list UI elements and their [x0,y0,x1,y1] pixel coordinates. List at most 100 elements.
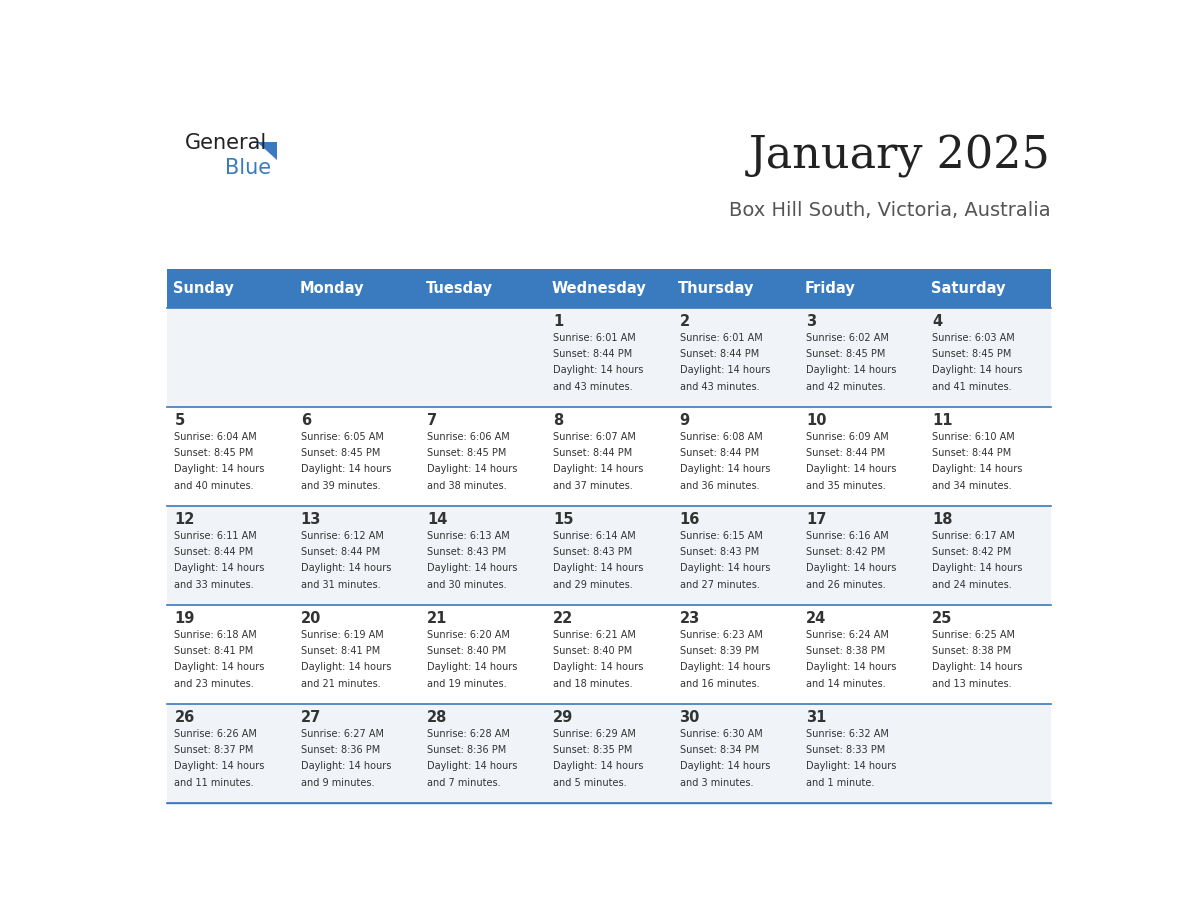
Text: Wednesday: Wednesday [552,281,646,297]
Text: Sunrise: 6:03 AM: Sunrise: 6:03 AM [933,333,1015,342]
Text: Sunset: 8:44 PM: Sunset: 8:44 PM [301,547,380,557]
Bar [545,605,672,704]
Text: Daylight: 14 hours: Daylight: 14 hours [680,465,770,475]
Bar [419,704,545,803]
Text: Sunset: 8:44 PM: Sunset: 8:44 PM [554,448,632,458]
Text: Daylight: 14 hours: Daylight: 14 hours [933,365,1023,375]
Bar [924,269,1051,308]
Text: January 2025: January 2025 [750,135,1051,178]
Text: and 24 minutes.: and 24 minutes. [933,580,1012,589]
Text: 16: 16 [680,512,700,527]
Text: Sunrise: 6:29 AM: Sunrise: 6:29 AM [554,729,636,739]
Bar [672,704,798,803]
Text: Sunrise: 6:12 AM: Sunrise: 6:12 AM [301,531,384,541]
Bar [672,605,798,704]
Bar [672,269,798,308]
Bar [419,605,545,704]
Text: Daylight: 14 hours: Daylight: 14 hours [301,761,391,771]
Text: Sunset: 8:44 PM: Sunset: 8:44 PM [175,547,254,557]
Bar [166,704,293,803]
Text: Daylight: 14 hours: Daylight: 14 hours [301,564,391,574]
Text: Sunset: 8:40 PM: Sunset: 8:40 PM [554,646,632,656]
Text: Sunrise: 6:05 AM: Sunrise: 6:05 AM [301,431,384,442]
Bar [798,269,924,308]
Bar [293,269,419,308]
Text: Friday: Friday [804,281,855,297]
Text: Sunset: 8:44 PM: Sunset: 8:44 PM [554,349,632,359]
Text: 6: 6 [301,413,311,428]
Text: Sunrise: 6:14 AM: Sunrise: 6:14 AM [554,531,636,541]
Bar [924,407,1051,506]
Bar [924,704,1051,803]
Text: 13: 13 [301,512,321,527]
Bar [672,407,798,506]
Text: Sunset: 8:44 PM: Sunset: 8:44 PM [933,448,1011,458]
Text: 5: 5 [175,413,185,428]
Text: and 43 minutes.: and 43 minutes. [680,382,759,392]
Bar [166,605,293,704]
Bar [545,269,672,308]
Bar [924,308,1051,407]
Text: and 5 minutes.: and 5 minutes. [554,778,627,788]
Bar [545,506,672,605]
Text: and 27 minutes.: and 27 minutes. [680,580,759,589]
Text: Box Hill South, Victoria, Australia: Box Hill South, Victoria, Australia [729,201,1051,219]
Text: and 42 minutes.: and 42 minutes. [805,382,885,392]
Text: Sunset: 8:44 PM: Sunset: 8:44 PM [680,349,759,359]
Text: and 40 minutes.: and 40 minutes. [175,481,254,491]
Text: and 1 minute.: and 1 minute. [805,778,874,788]
Text: Sunrise: 6:04 AM: Sunrise: 6:04 AM [175,431,258,442]
Text: Daylight: 14 hours: Daylight: 14 hours [805,465,896,475]
Text: and 36 minutes.: and 36 minutes. [680,481,759,491]
Text: Sunrise: 6:02 AM: Sunrise: 6:02 AM [805,333,889,342]
Bar [419,407,545,506]
Bar [798,704,924,803]
Text: and 16 minutes.: and 16 minutes. [680,678,759,688]
Text: and 3 minutes.: and 3 minutes. [680,778,753,788]
Text: Thursday: Thursday [678,281,754,297]
Text: and 30 minutes.: and 30 minutes. [426,580,506,589]
Text: 9: 9 [680,413,690,428]
Text: 17: 17 [805,512,826,527]
Text: 7: 7 [426,413,437,428]
Text: Sunrise: 6:25 AM: Sunrise: 6:25 AM [933,630,1015,640]
Text: Sunset: 8:43 PM: Sunset: 8:43 PM [426,547,506,557]
Text: Sunrise: 6:17 AM: Sunrise: 6:17 AM [933,531,1015,541]
Text: 27: 27 [301,710,321,725]
Text: 10: 10 [805,413,827,428]
Text: Daylight: 14 hours: Daylight: 14 hours [680,663,770,672]
Text: Sunset: 8:35 PM: Sunset: 8:35 PM [554,745,633,755]
Text: Daylight: 14 hours: Daylight: 14 hours [301,663,391,672]
Bar [672,506,798,605]
Text: Sunset: 8:45 PM: Sunset: 8:45 PM [301,448,380,458]
Bar [166,506,293,605]
Bar [419,506,545,605]
Bar [293,308,419,407]
Text: 19: 19 [175,610,195,626]
Text: Sunset: 8:39 PM: Sunset: 8:39 PM [680,646,759,656]
Text: and 34 minutes.: and 34 minutes. [933,481,1012,491]
Text: Sunrise: 6:10 AM: Sunrise: 6:10 AM [933,431,1015,442]
Text: Daylight: 14 hours: Daylight: 14 hours [933,663,1023,672]
Text: 4: 4 [933,314,942,329]
Text: Daylight: 14 hours: Daylight: 14 hours [554,761,644,771]
Text: and 38 minutes.: and 38 minutes. [426,481,506,491]
Bar [545,704,672,803]
Polygon shape [257,142,278,160]
Text: Sunrise: 6:26 AM: Sunrise: 6:26 AM [175,729,258,739]
Text: and 21 minutes.: and 21 minutes. [301,678,380,688]
Text: 1: 1 [554,314,563,329]
Text: Sunset: 8:45 PM: Sunset: 8:45 PM [175,448,254,458]
Text: Sunset: 8:33 PM: Sunset: 8:33 PM [805,745,885,755]
Text: Sunrise: 6:08 AM: Sunrise: 6:08 AM [680,431,763,442]
Text: 21: 21 [426,610,448,626]
Text: Sunset: 8:44 PM: Sunset: 8:44 PM [680,448,759,458]
Text: 23: 23 [680,610,700,626]
Text: 2: 2 [680,314,690,329]
Text: Sunrise: 6:27 AM: Sunrise: 6:27 AM [301,729,384,739]
Text: Daylight: 14 hours: Daylight: 14 hours [175,465,265,475]
Text: Sunrise: 6:01 AM: Sunrise: 6:01 AM [554,333,636,342]
Text: Sunset: 8:38 PM: Sunset: 8:38 PM [805,646,885,656]
Bar [798,605,924,704]
Text: Daylight: 14 hours: Daylight: 14 hours [301,465,391,475]
